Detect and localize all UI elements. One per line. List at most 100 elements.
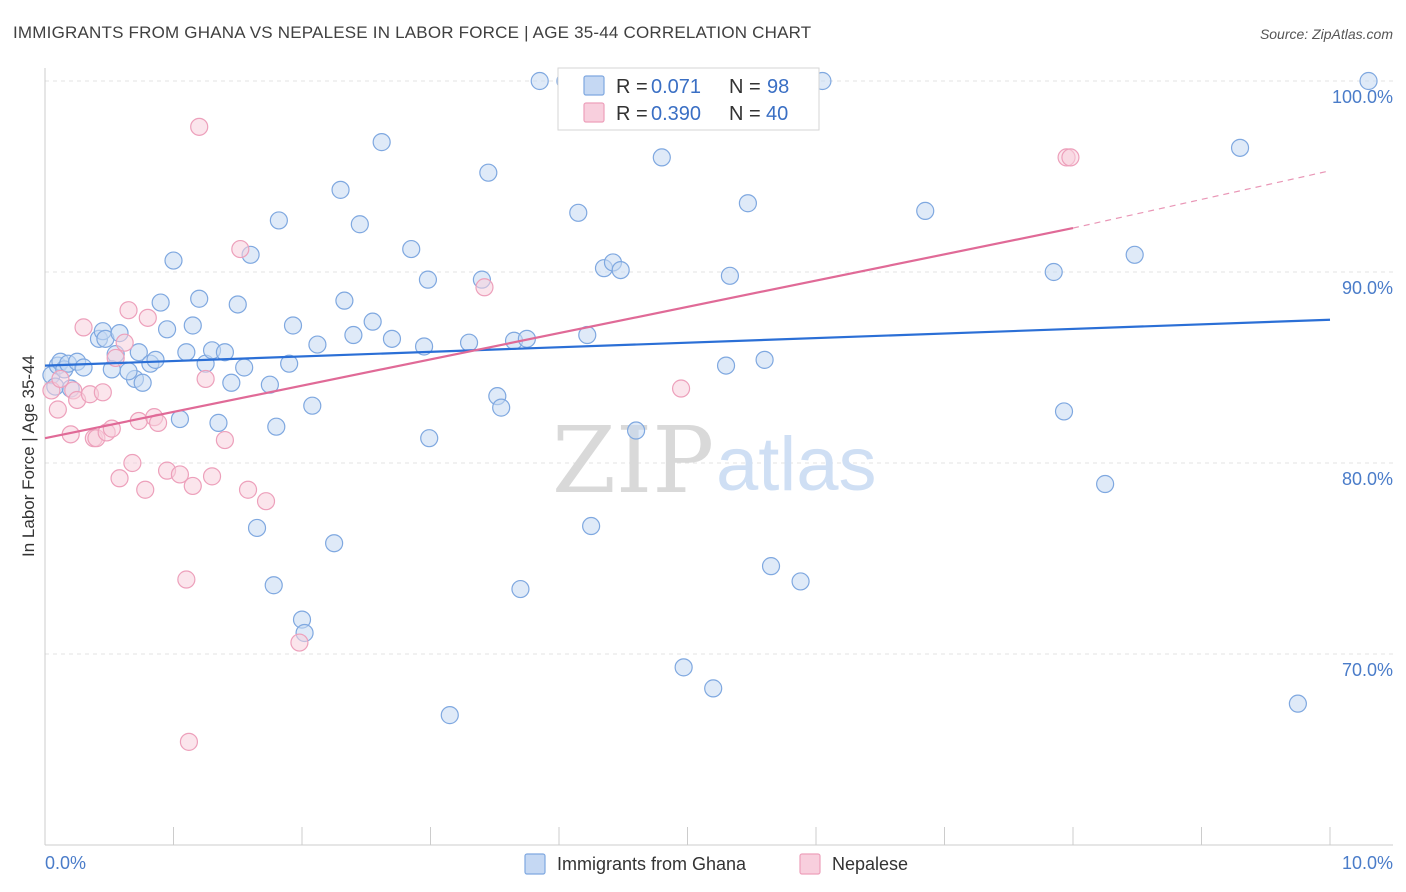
stats-r-label-nepalese: R = [616,103,648,125]
series-0-point-26 [183,316,202,335]
y-axis-label: In Labor Force | Age 35-44 [19,355,38,557]
series-1-point-1 [48,400,67,419]
series-0-point-58 [420,429,439,448]
series-0-point-24 [170,409,190,429]
series-0-point-15 [133,373,152,392]
chart-title: IMMIGRANTS FROM GHANA VS NEPALESE IN LAB… [13,23,811,42]
series-0-point-93 [1230,138,1250,157]
series-0-point-83 [738,194,757,213]
series-0-point-90 [1054,402,1074,421]
series-0-point-49 [335,291,354,310]
series-0-point-41 [280,354,299,373]
series-1-point-20 [138,308,157,327]
legend-label-ghana: Immigrants from Ghana [557,854,747,874]
series-0-point-38 [264,576,283,595]
stats-n-value-ghana: 98 [767,76,789,98]
y-tick-label-3: 100.0% [1332,87,1393,107]
series-0-point-52 [363,312,382,331]
series-0-point-60 [459,333,479,352]
series-0-point-53 [372,133,391,152]
series-0-point-76 [626,421,646,440]
series-1-point-28 [196,369,215,389]
series-0-point-8 [74,358,93,377]
series-1-point-6 [74,318,93,337]
stats-swatch-nepalese [583,102,605,123]
series-0-point-70 [569,203,588,222]
series-0-point-34 [235,358,254,377]
stats-n-label-nepalese: N = [729,103,761,125]
series-layer [42,71,1378,751]
legend-swatch-ghana [524,853,546,875]
series-1-point-39 [1061,148,1080,167]
stats-swatch-ghana [583,75,605,96]
series-0-trendline [44,318,1331,367]
series-1-point-33 [256,492,276,511]
y-tick-labels: 70.0% 80.0% 90.0% 100.0% [1332,87,1393,680]
series-0-point-91 [1096,474,1115,494]
series-0-point-89 [1044,262,1063,282]
series-0-point-50 [344,325,363,345]
series-0-point-54 [382,329,402,348]
y-tick-label-1: 80.0% [1342,469,1393,489]
series-0-point-14 [119,362,138,381]
series-0-point-86 [791,572,810,591]
series-1-point-35 [179,732,199,751]
series-0-point-47 [325,534,344,553]
stats-r-label-ghana: R = [616,76,648,98]
series-0-point-72 [582,516,601,536]
series-0-point-68 [530,71,549,91]
series-0-point-92 [1125,245,1144,264]
series-1-point-16 [119,301,138,320]
series-0-point-30 [209,413,228,432]
series-0-point-40 [269,211,288,230]
x-tick-label-min: 0.0% [45,853,86,873]
series-1-point-14 [110,469,129,488]
series-1-point-37 [671,379,691,398]
series-1-point-2 [51,369,70,389]
chart-source: Source: ZipAtlas.com [1260,26,1393,42]
series-1-point-10 [93,383,112,402]
series-0-point-55 [402,239,421,259]
series-0-point-57 [418,270,438,289]
stats-r-value-ghana: 0.071 [651,76,701,98]
series-0-point-42 [283,316,303,335]
x-tick-label-max: 10.0% [1342,853,1393,873]
series-0-point-23 [164,251,183,270]
series-0-point-21 [151,293,170,312]
series-0-point-31 [215,343,234,362]
series-1-point-26 [183,476,202,496]
series-0-point-78 [674,658,693,677]
series-1-point-36 [475,278,494,297]
series-0-point-95 [1359,71,1378,91]
series-1-point-29 [202,467,222,486]
stats-n-value-nepalese: 40 [766,103,788,125]
series-0-point-94 [1288,694,1307,713]
series-1-trendline-extension [1072,170,1331,229]
series-1-points [42,117,1080,751]
series-0-point-81 [716,356,736,375]
series-1-point-15 [115,333,134,352]
series-1-point-30 [215,430,234,450]
series-0-point-82 [720,266,740,285]
y-tick-label-0: 70.0% [1342,660,1393,680]
series-0-point-20 [146,350,165,369]
series-0-point-66 [511,579,530,599]
stats-r-value-nepalese: 0.390 [651,103,701,125]
series-0-point-22 [157,320,177,339]
series-0-point-48 [331,180,350,199]
legend-swatch-nepalese [799,853,821,875]
series-0-point-85 [761,557,781,576]
series-0-point-16 [129,343,148,362]
series-0-point-25 [177,343,196,362]
stats-n-label-ghana: N = [729,76,761,98]
x-axis-ticks [173,827,1331,845]
series-1-point-25 [177,570,196,589]
series-0-point-45 [303,396,322,415]
series-0-point-39 [267,417,286,436]
legend-label-nepalese: Nepalese [832,854,908,874]
series-0-point-75 [611,260,630,280]
series-1-point-32 [238,480,258,499]
series-0-point-36 [247,518,267,538]
stats-legend: R = 0.071 N = 98 R = 0.390 N = 40 [557,67,820,131]
y-tick-label-2: 90.0% [1342,278,1393,298]
